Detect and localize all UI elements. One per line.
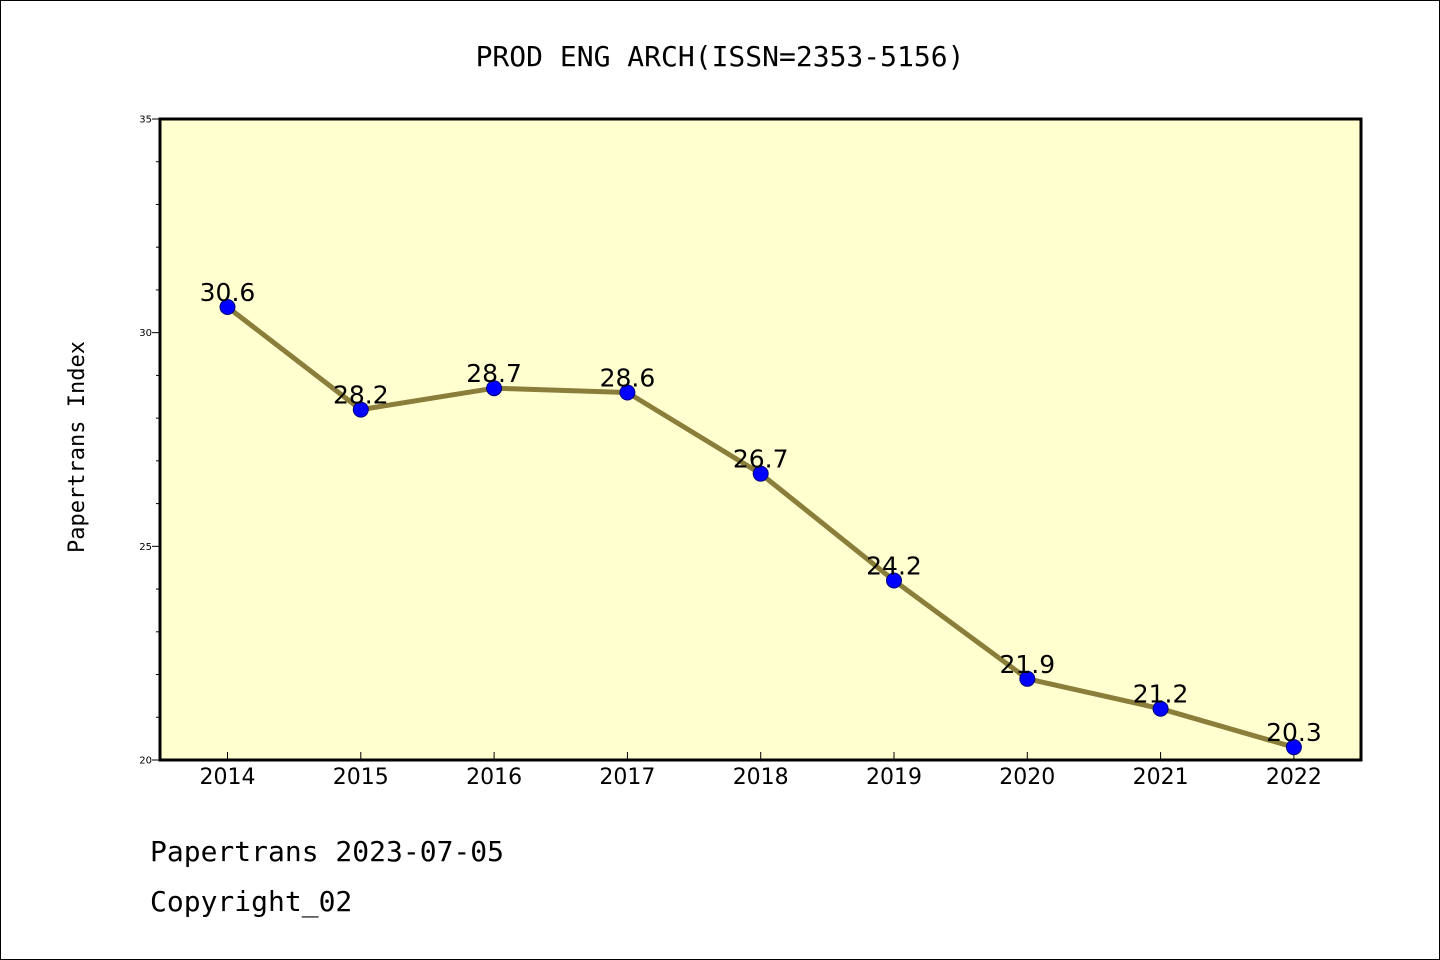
x-tick-label: 2014 <box>200 765 256 790</box>
series-layer <box>219 299 1302 756</box>
y-tick-label: 35 <box>139 115 152 126</box>
data-label: 21.9 <box>999 650 1055 679</box>
data-label: 30.6 <box>200 278 256 307</box>
footer-copyright-text: Copyright_02 <box>150 885 353 918</box>
y-tick-label: 25 <box>139 542 152 553</box>
data-label: 26.7 <box>733 445 789 474</box>
y-tick-label: 20 <box>139 756 152 767</box>
chart-title: PROD ENG ARCH(ISSN=2353-5156) <box>476 40 965 73</box>
x-axis: 2014 2015 2016 2017 2018 2019 2020 2021 2022 <box>200 752 1322 790</box>
data-point-2015 <box>352 401 369 418</box>
data-label: 24.2 <box>866 552 922 581</box>
x-tick-label: 2019 <box>866 765 922 790</box>
data-label: 28.7 <box>466 359 522 388</box>
data-label: 21.2 <box>1133 680 1189 709</box>
y-axis: 20 25 30 35 <box>139 115 159 767</box>
x-tick-label: 2022 <box>1266 765 1322 790</box>
x-tick-label: 2020 <box>999 765 1055 790</box>
data-point-2018 <box>752 465 769 482</box>
data-point-2021 <box>1152 700 1169 717</box>
data-labels: 30.6 28.2 28.7 28.6 26.7 24.2 21.9 21.2 20.3 <box>200 278 1322 747</box>
data-point-2017 <box>619 384 636 401</box>
data-label: 28.2 <box>333 381 389 410</box>
y-tick-label: 30 <box>139 328 152 339</box>
data-point-2014 <box>219 299 236 316</box>
data-label: 28.6 <box>600 363 656 392</box>
plot-area <box>158 117 1363 762</box>
data-point-2016 <box>486 380 503 397</box>
data-label: 20.3 <box>1266 718 1322 747</box>
y-axis-label: Papertrans Index <box>65 341 90 553</box>
data-point-2019 <box>886 572 902 589</box>
x-tick-label: 2015 <box>333 765 389 790</box>
x-tick-label: 2021 <box>1133 765 1189 790</box>
x-tick-label: 2018 <box>733 765 789 790</box>
footer-date-text: Papertrans 2023-07-05 <box>150 835 505 868</box>
data-point-2022 <box>1285 739 1302 756</box>
x-tick-label: 2016 <box>466 765 522 790</box>
data-point-2020 <box>1019 670 1036 687</box>
x-tick-label: 2017 <box>599 765 655 790</box>
